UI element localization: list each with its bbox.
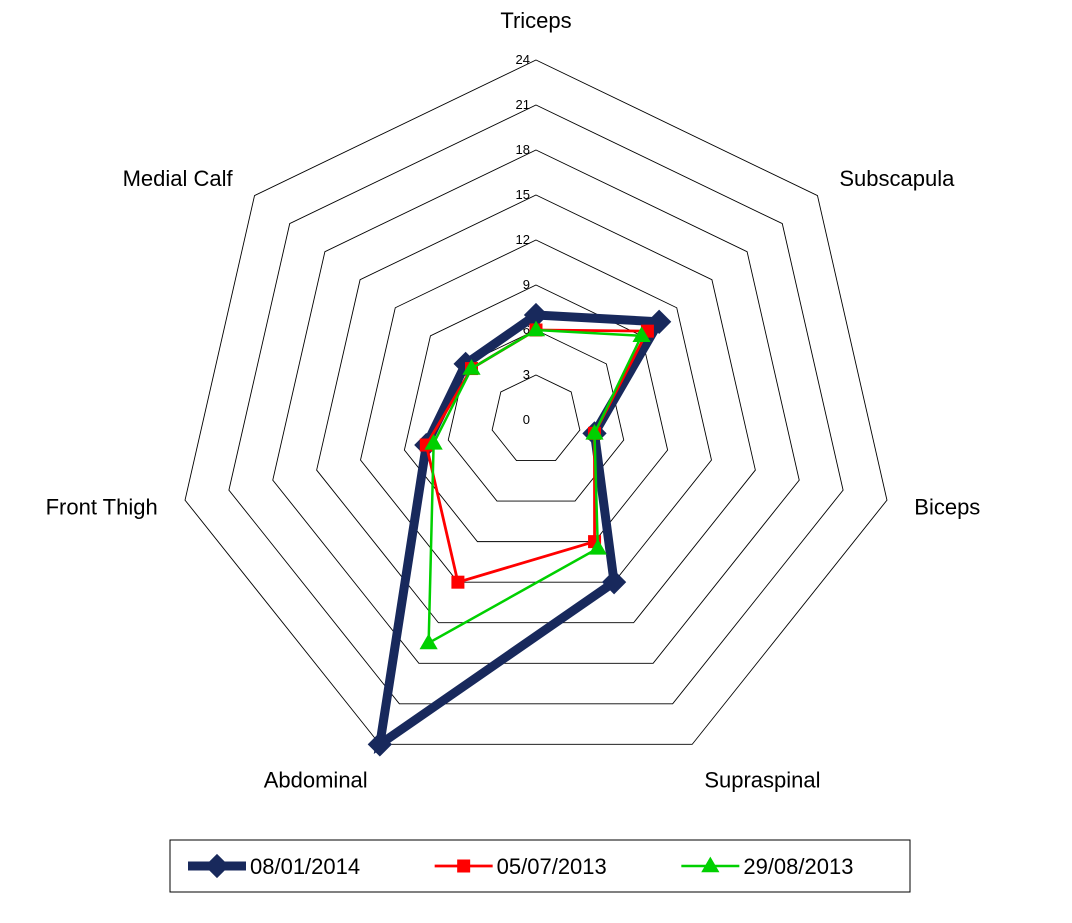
- marker-triangle: [420, 635, 436, 649]
- tick-label: 21: [516, 97, 530, 112]
- radar-chart-container: 03691215182124TricepsSubscapulaBicepsSup…: [0, 0, 1072, 923]
- axis-label: Supraspinal: [704, 768, 820, 793]
- axis-label: Subscapula: [839, 166, 955, 191]
- marker-square: [458, 860, 470, 872]
- axis-label: Front Thigh: [46, 494, 158, 519]
- tick-label: 3: [523, 367, 530, 382]
- marker-square: [452, 576, 464, 588]
- tick-label: 12: [516, 232, 530, 247]
- tick-label: 15: [516, 187, 530, 202]
- tick-label: 24: [516, 52, 530, 67]
- tick-label: 9: [523, 277, 530, 292]
- legend-label: 05/07/2013: [497, 854, 607, 879]
- grid-ring: [492, 375, 580, 461]
- radar-chart: 03691215182124TricepsSubscapulaBicepsSup…: [0, 0, 1072, 923]
- grid-ring: [273, 150, 799, 663]
- axis-label: Medial Calf: [123, 166, 234, 191]
- tick-label: 18: [516, 142, 530, 157]
- axis-label: Triceps: [500, 8, 571, 33]
- axis-label: Biceps: [914, 494, 980, 519]
- axis-label: Abdominal: [264, 768, 368, 793]
- tick-label: 0: [523, 412, 530, 427]
- legend-label: 29/08/2013: [743, 854, 853, 879]
- legend-label: 08/01/2014: [250, 854, 360, 879]
- series-line: [380, 315, 659, 744]
